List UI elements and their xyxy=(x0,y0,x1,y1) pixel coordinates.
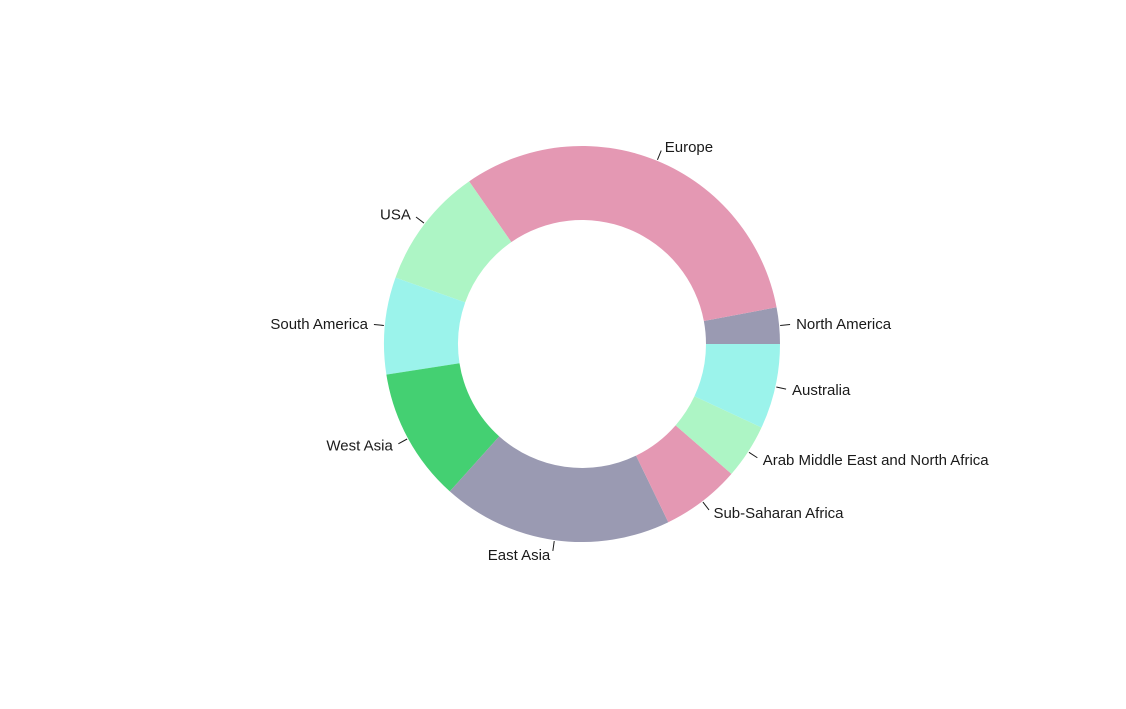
leader-usa xyxy=(415,216,425,224)
leader-north-america xyxy=(780,324,791,326)
leader-west-asia xyxy=(398,438,408,445)
slice-europe xyxy=(469,146,777,321)
label-usa: USA xyxy=(380,207,411,224)
slice-south-america xyxy=(384,277,466,375)
label-arab-middle-east-and-north-africa: Arab Middle East and North Africa xyxy=(763,452,990,469)
label-europe: Europe xyxy=(665,139,713,156)
donut-labels: North America Europe USA South America West … xyxy=(270,139,989,564)
label-south-america: South America xyxy=(270,316,368,333)
slice-east-asia xyxy=(449,436,669,542)
label-australia: Australia xyxy=(792,382,851,399)
donut-slices xyxy=(384,146,780,542)
slice-sub-saharan-africa xyxy=(636,425,732,523)
leader-sub-saharan-africa xyxy=(702,501,710,511)
slice-usa xyxy=(395,181,512,303)
label-east-asia: East Asia xyxy=(488,547,551,564)
label-west-asia: West Asia xyxy=(326,438,393,455)
slice-arab-middle-east-and-north-africa xyxy=(675,396,762,474)
label-north-america: North America xyxy=(796,316,892,333)
label-sub-saharan-africa: Sub-Saharan Africa xyxy=(713,505,844,522)
leader-east-asia xyxy=(552,540,555,552)
leader-south-america xyxy=(373,324,384,326)
slice-australia xyxy=(694,344,780,428)
leader-europe xyxy=(656,150,662,161)
slice-west-asia xyxy=(386,363,500,492)
leader-australia xyxy=(776,386,787,390)
leader-arab-middle-east-and-north-africa xyxy=(748,451,758,459)
slice-north-america xyxy=(703,307,780,344)
